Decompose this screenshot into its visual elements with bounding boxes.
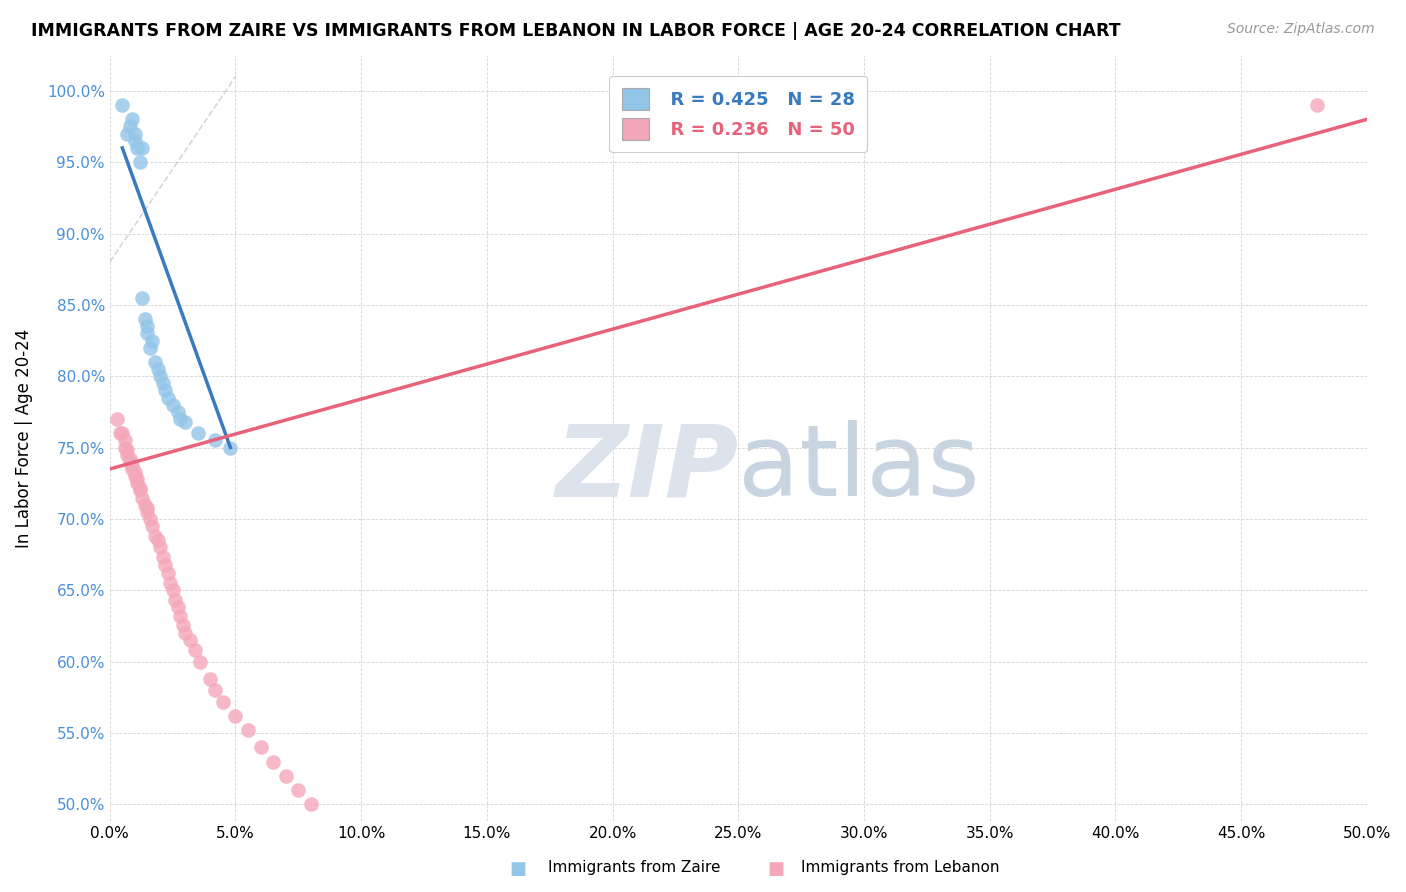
Point xyxy=(118,455,141,469)
Point xyxy=(184,643,207,657)
Point xyxy=(117,448,139,462)
Point xyxy=(153,558,176,572)
Point xyxy=(111,98,134,112)
Point xyxy=(249,740,271,755)
Point xyxy=(166,600,188,615)
Point xyxy=(287,783,309,797)
Point xyxy=(174,415,197,429)
Point xyxy=(200,672,222,686)
Point xyxy=(224,709,246,723)
Point xyxy=(124,469,146,483)
Point xyxy=(124,134,146,148)
Point xyxy=(162,583,184,598)
Point xyxy=(127,472,149,486)
Point xyxy=(129,483,152,498)
Point xyxy=(204,434,226,448)
Point xyxy=(114,441,136,455)
Point xyxy=(219,441,242,455)
Point xyxy=(149,369,172,384)
Point xyxy=(169,412,191,426)
Point xyxy=(299,797,322,812)
Text: Immigrants from Lebanon: Immigrants from Lebanon xyxy=(801,861,1000,875)
Point xyxy=(141,519,163,533)
Point xyxy=(236,723,259,738)
Point xyxy=(136,326,159,341)
Point xyxy=(156,391,179,405)
Point xyxy=(105,412,128,426)
Point xyxy=(117,127,139,141)
Point xyxy=(141,334,163,348)
Text: IMMIGRANTS FROM ZAIRE VS IMMIGRANTS FROM LEBANON IN LABOR FORCE | AGE 20-24 CORR: IMMIGRANTS FROM ZAIRE VS IMMIGRANTS FROM… xyxy=(31,22,1121,40)
Point xyxy=(131,491,153,505)
Point xyxy=(159,576,181,591)
Text: ■: ■ xyxy=(768,860,785,878)
Point xyxy=(134,498,156,512)
Point xyxy=(118,120,141,134)
Point xyxy=(139,512,162,526)
Point xyxy=(174,626,197,640)
Point xyxy=(146,362,169,376)
Point xyxy=(212,695,235,709)
Text: ■: ■ xyxy=(509,860,526,878)
Point xyxy=(204,683,226,698)
Point xyxy=(1305,98,1327,112)
Point xyxy=(131,141,153,155)
Point xyxy=(152,550,174,565)
Point xyxy=(129,481,152,495)
Point xyxy=(152,376,174,391)
Point xyxy=(127,141,149,155)
Point xyxy=(121,112,143,127)
Point xyxy=(139,341,162,355)
Point xyxy=(117,443,139,458)
Point xyxy=(274,769,297,783)
Text: Immigrants from Zaire: Immigrants from Zaire xyxy=(548,861,721,875)
Text: ZIP: ZIP xyxy=(555,420,738,517)
Point xyxy=(146,533,169,548)
Point xyxy=(165,593,187,607)
Point xyxy=(188,655,211,669)
Point xyxy=(162,398,184,412)
Point xyxy=(121,458,143,472)
Point xyxy=(124,465,146,479)
Point xyxy=(166,405,188,419)
Point xyxy=(143,355,166,369)
Point xyxy=(179,633,201,648)
Point xyxy=(136,319,159,334)
Legend:   R = 0.425   N = 28,   R = 0.236   N = 50: R = 0.425 N = 28, R = 0.236 N = 50 xyxy=(609,76,868,153)
Point xyxy=(127,476,149,491)
Point xyxy=(114,434,136,448)
Point xyxy=(156,566,179,581)
Point xyxy=(153,384,176,398)
Point xyxy=(129,155,152,169)
Point xyxy=(111,426,134,441)
Y-axis label: In Labor Force | Age 20-24: In Labor Force | Age 20-24 xyxy=(15,328,32,548)
Point xyxy=(187,426,209,441)
Text: atlas: atlas xyxy=(738,420,980,517)
Point xyxy=(131,291,153,305)
Point xyxy=(262,755,284,769)
Point xyxy=(121,462,143,476)
Point xyxy=(108,426,131,441)
Point xyxy=(136,505,159,519)
Point xyxy=(134,312,156,326)
Text: Source: ZipAtlas.com: Source: ZipAtlas.com xyxy=(1227,22,1375,37)
Point xyxy=(118,452,141,467)
Point xyxy=(169,609,191,624)
Point xyxy=(172,617,194,632)
Point xyxy=(149,541,172,555)
Point xyxy=(143,529,166,543)
Point xyxy=(124,127,146,141)
Point xyxy=(136,500,159,515)
